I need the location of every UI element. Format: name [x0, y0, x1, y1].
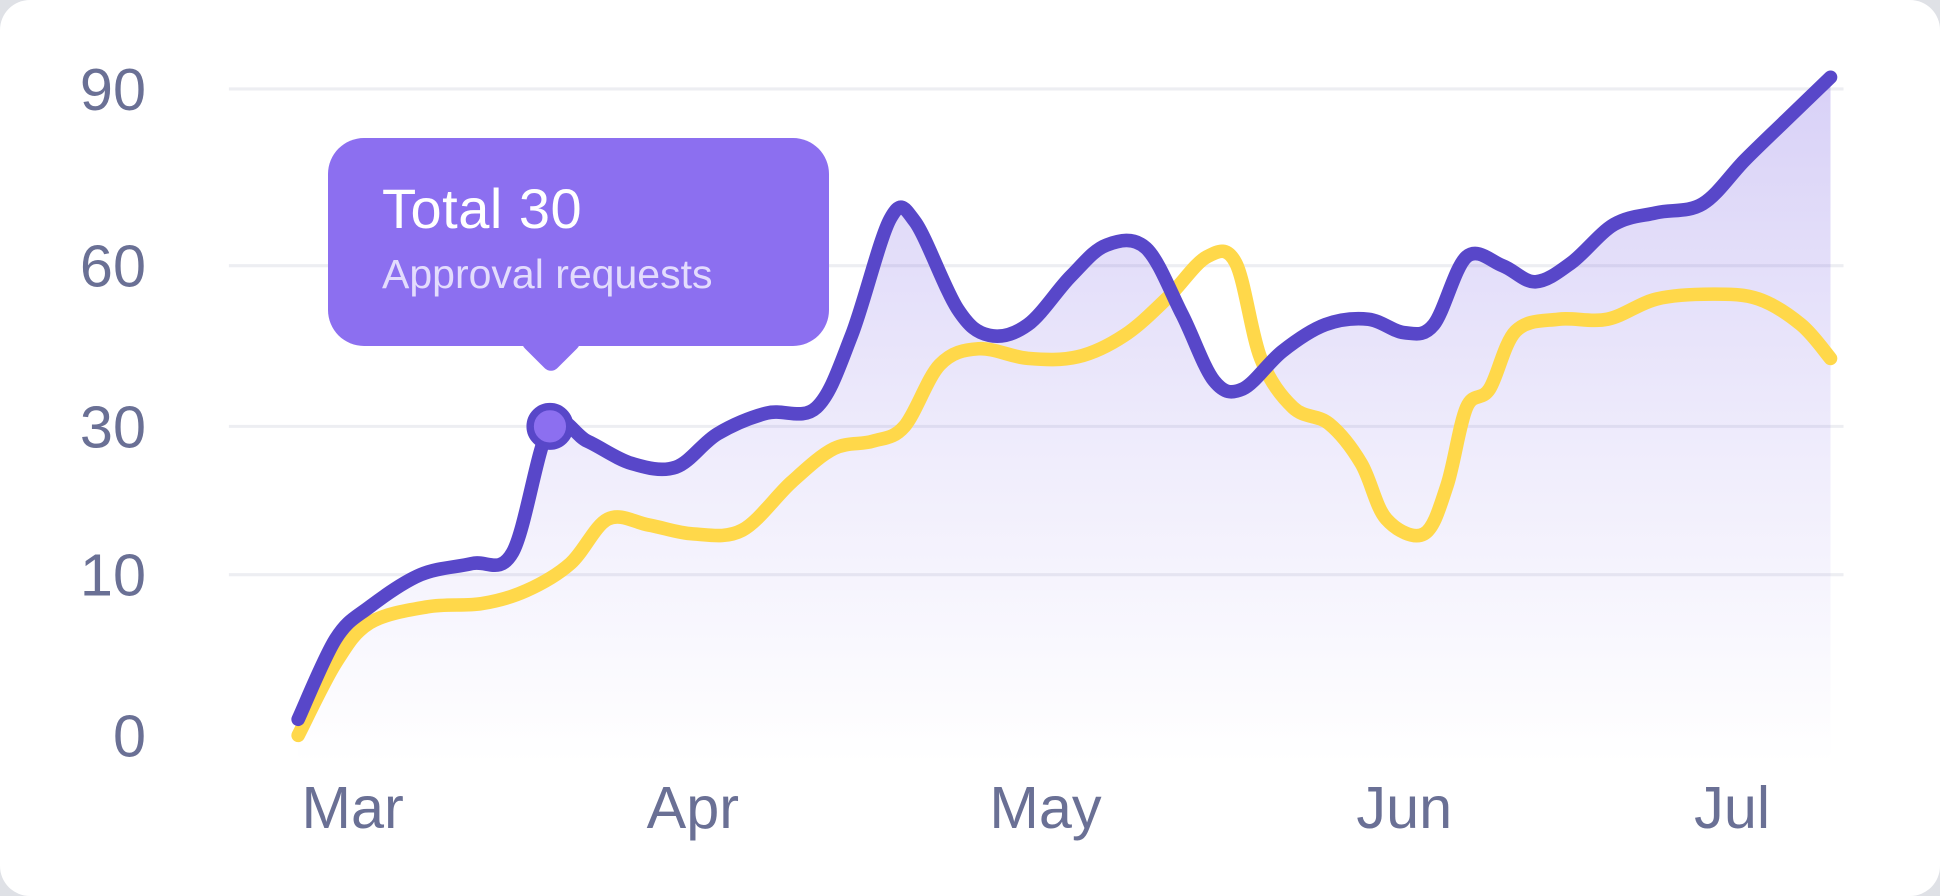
y-axis-label: 10 — [80, 542, 146, 609]
y-axis-label: 30 — [80, 393, 146, 460]
y-axis-labels: 0 10 30 60 90 — [80, 56, 146, 769]
x-axis-label: Mar — [301, 774, 403, 841]
x-axis-label: May — [989, 774, 1102, 841]
x-axis-label: Jun — [1356, 774, 1452, 841]
x-axis-labels: Mar Apr May Jun Jul — [301, 774, 1770, 841]
secondary-series-line — [291, 244, 1838, 743]
x-axis-label: Apr — [647, 774, 739, 841]
y-axis-label: 90 — [80, 56, 146, 123]
y-axis-label: 60 — [80, 233, 146, 300]
tooltip-title: Total 30 — [382, 177, 583, 240]
tooltip: Total 30 Approval requests — [328, 138, 829, 375]
data-point-marker[interactable] — [526, 402, 574, 450]
x-axis-label: Jul — [1694, 774, 1770, 841]
y-axis-label: 0 — [113, 702, 146, 769]
approval-series-area — [298, 77, 1831, 764]
tooltip-subtitle: Approval requests — [382, 250, 713, 297]
